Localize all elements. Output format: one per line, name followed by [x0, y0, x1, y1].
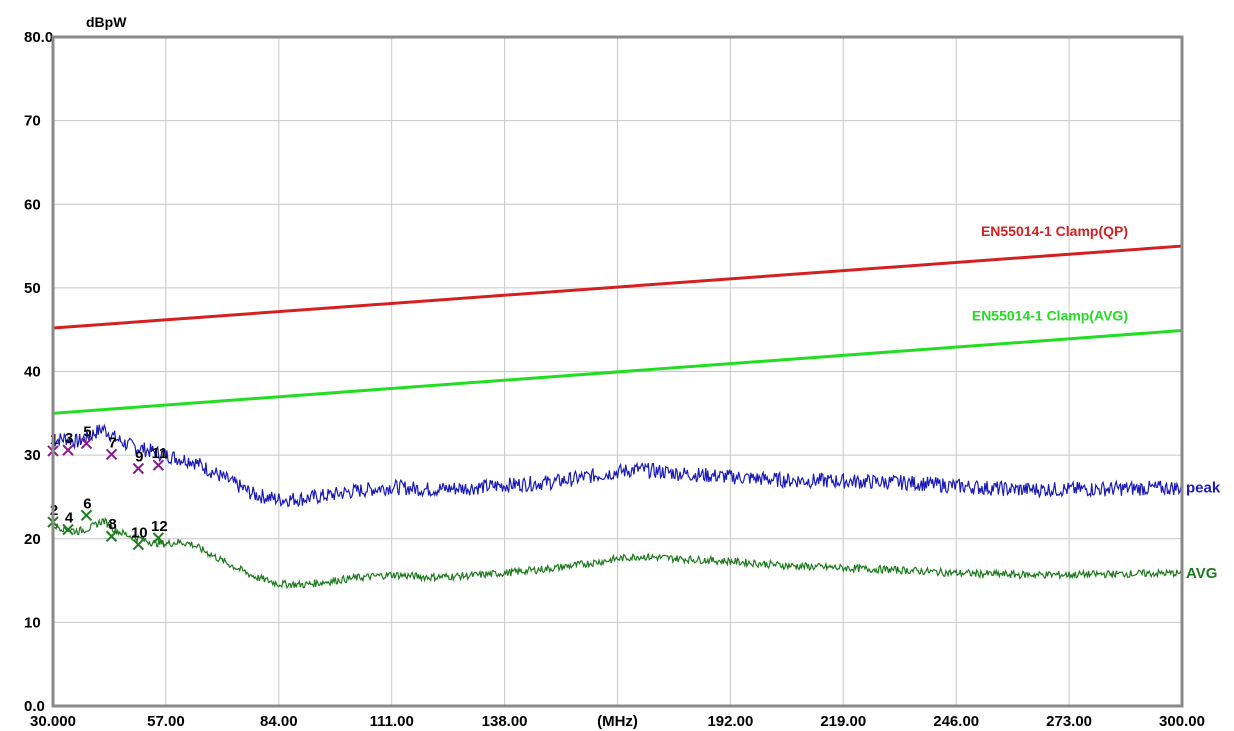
limit-line-label: EN55014-1 Clamp(QP): [981, 223, 1128, 239]
marker-label: 4: [65, 510, 74, 527]
y-axis-label: dBpW: [86, 14, 127, 30]
marker-label: 8: [108, 516, 116, 533]
x-tick-label: 246.00: [933, 713, 979, 730]
y-tick-label: 60: [24, 196, 41, 213]
series-lines: [52, 423, 1183, 589]
marker-label: 11: [151, 445, 167, 462]
x-tick-label: (MHz): [597, 713, 638, 730]
x-tick-label: 300.00: [1159, 713, 1205, 730]
x-tick-label: 219.00: [820, 713, 866, 730]
labels: 80.0 70 60 50 40 30 20 10 0.0 dBpW 30.000 57.00 84.0…: [24, 14, 1221, 730]
marker-label: 10: [131, 525, 148, 542]
plot-frame: [51, 35, 1184, 708]
y-tick-label: 70: [24, 113, 41, 130]
marker-label: 3: [65, 430, 73, 447]
series-line: [52, 517, 1183, 589]
limit-line-label: EN55014-1 Clamp(AVG): [972, 308, 1128, 324]
marker-cross: [132, 462, 145, 475]
y-tick-label: 30: [24, 447, 41, 464]
marker-label: 12: [151, 518, 168, 535]
y-tick-label: 40: [24, 364, 41, 381]
limit-lines: [52, 244, 1183, 415]
marker-cross: [62, 444, 74, 456]
y-tick-label: 0.0: [24, 698, 45, 715]
marker-cross: [105, 530, 118, 542]
x-tick-label: 84.00: [260, 713, 298, 730]
y-tick-label: 80.0: [24, 29, 53, 46]
x-tick-label: 138.00: [482, 713, 528, 730]
limit-line: [52, 329, 1183, 415]
x-tick-label: 30.000: [30, 713, 76, 730]
x-tick-label: 57.00: [147, 713, 185, 730]
marker-cross: [152, 459, 165, 471]
x-tick-label: 273.00: [1046, 713, 1092, 730]
marker-cross: [152, 532, 165, 544]
series-label: AVG: [1186, 565, 1217, 582]
x-tick-label: 192.00: [707, 713, 753, 730]
marker-cross: [80, 437, 93, 450]
series-label: peak: [1186, 480, 1221, 497]
marker-cross: [62, 523, 74, 536]
marker-cross: [132, 538, 145, 551]
marker-cross: [105, 448, 118, 460]
marker-label: 9: [135, 449, 143, 466]
x-tick-label: 111.00: [370, 713, 414, 730]
marker-cross: [80, 509, 93, 522]
marker-label: 6: [83, 495, 91, 512]
y-tick-label: 10: [24, 614, 41, 631]
limit-line: [52, 244, 1183, 330]
y-tick-label: 50: [24, 280, 41, 297]
series-line: [52, 423, 1183, 508]
y-tick-label: 20: [24, 531, 41, 548]
marker-label: 5: [83, 423, 91, 440]
markers: 1 3 579 112 468 10 12: [47, 423, 168, 551]
marker-label: 7: [108, 434, 116, 451]
